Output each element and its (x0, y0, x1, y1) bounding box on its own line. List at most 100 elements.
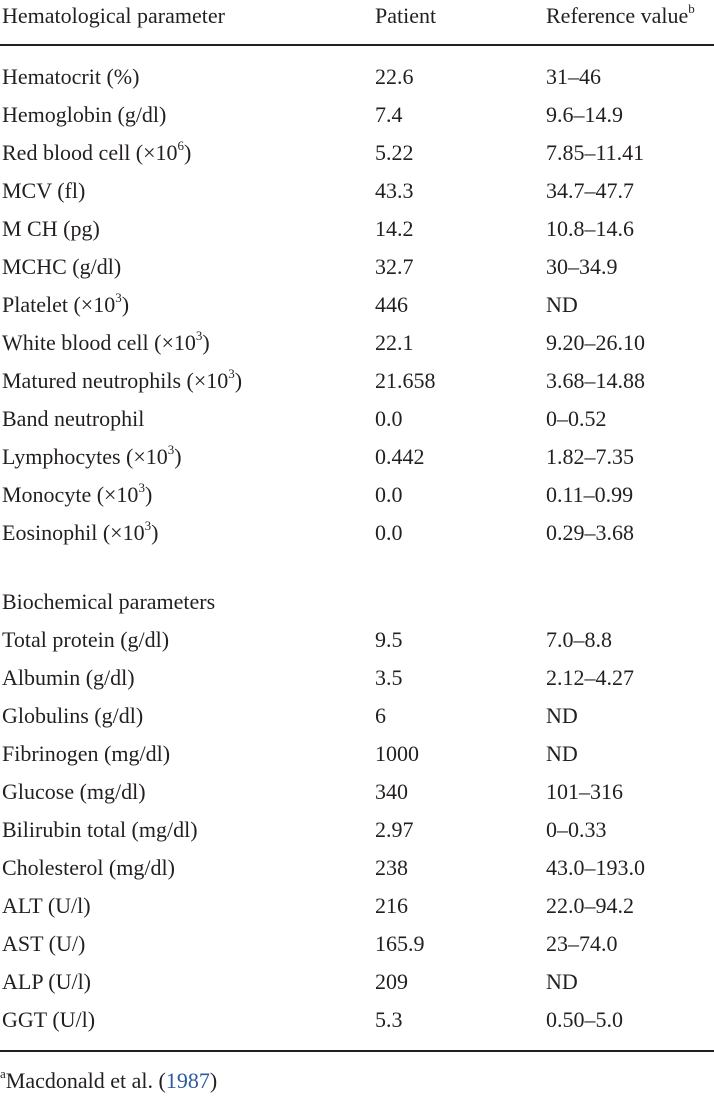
patient-value: 6 (375, 703, 386, 728)
patient-value: 209 (375, 969, 408, 994)
table-row: Lymphocytes (×103) 0.442 1.82–7.35 (0, 438, 714, 476)
reference-value: 0.29–3.68 (546, 520, 634, 545)
table-row: Matured neutrophils (×103) 21.658 3.68–14.… (0, 362, 714, 400)
parameter-name: Hemoglobin (g/dl) (2, 102, 167, 127)
parameter-name: Cholesterol (mg/dl) (2, 855, 175, 880)
header-patient: Patient (375, 3, 437, 28)
parameter-exponent: 3 (167, 441, 175, 457)
reference-value: 31–46 (546, 64, 601, 89)
patient-value: 5.22 (375, 140, 414, 165)
reference-value: 0.50–5.0 (546, 1007, 623, 1032)
patient-value: 22.1 (375, 330, 414, 355)
patient-value: 238 (375, 855, 408, 880)
parameter-exponent: 3 (115, 289, 122, 305)
parameter-name: Bilirubin total (mg/dl) (2, 817, 198, 842)
parameter-exponent: 3 (195, 327, 203, 343)
table-row: MCHC (g/dl) 32.7 30–34.9 (0, 248, 714, 286)
parameter-name: Hematocrit (%) (2, 64, 140, 89)
parameter-suffix: ) (174, 444, 182, 469)
table-row: Total protein (g/dl) 9.5 7.0–8.8 (0, 621, 714, 659)
parameter-name: Total protein (g/dl) (2, 627, 170, 652)
patient-value: 3.5 (375, 665, 403, 690)
patient-value: 0.0 (375, 482, 403, 507)
reference-value: 0.11–0.99 (546, 482, 634, 507)
parameter-name: GGT (U/l) (2, 1007, 96, 1032)
reference-value: ND (546, 292, 578, 317)
parameter-name: Lymphocytes (×10 (2, 444, 168, 469)
reference-value: 22.0–94.2 (546, 893, 634, 918)
parameter-suffix: ) (202, 330, 210, 355)
patient-value: 9.5 (375, 627, 403, 652)
parameter-suffix: ) (151, 520, 159, 545)
citation-link[interactable]: 1987 (165, 1068, 210, 1093)
table-row: Glucose (mg/dl) 340 101–316 (0, 773, 714, 811)
parameter-exponent: 3 (228, 365, 235, 381)
table-row: Monocyte (×103) 0.0 0.11–0.99 (0, 476, 714, 514)
reference-value: 7.0–8.8 (546, 627, 612, 652)
reference-value: 34.7–47.7 (546, 178, 634, 203)
table-row: Hematocrit (%) 22.6 31–46 (0, 58, 714, 96)
reference-value: 3.68–14.88 (546, 368, 645, 393)
parameter-exponent: 3 (144, 517, 152, 533)
table-row: ALT (U/l) 216 22.0–94.2 (0, 887, 714, 925)
patient-value: 22.6 (375, 64, 414, 89)
reference-value: 2.12–4.27 (546, 665, 634, 690)
patient-value: 216 (375, 893, 408, 918)
reference-value: 7.85–11.41 (546, 140, 645, 165)
table-row: GGT (U/l) 5.3 0.50–5.0 (0, 1001, 714, 1039)
parameter-suffix: ) (234, 368, 243, 393)
parameter-cell: Red blood cell (×106) (2, 134, 191, 172)
parameter-cell: Monocyte (×103) (2, 476, 152, 514)
table-row: Bilirubin total (mg/dl) 2.97 0–0.33 (0, 811, 714, 849)
reference-value: ND (546, 969, 578, 994)
parameter-exponent: 6 (177, 137, 185, 153)
parameter-cell: Matured neutrophils (×103) (2, 362, 242, 400)
reference-value: 30–34.9 (546, 254, 618, 279)
patient-value: 32.7 (375, 254, 414, 279)
parameter-name: Band neutrophil (2, 406, 145, 431)
parameter-name: Monocyte (×10 (2, 482, 139, 507)
parameter-name: Platelet (×10 (2, 292, 116, 317)
parameter-cell: Hematocrit (%) (2, 58, 139, 96)
patient-value: 0.0 (375, 520, 403, 545)
parameter-name: MCV (fl) (2, 178, 86, 203)
table-row: AST (U/) 165.9 23–74.0 (0, 925, 714, 963)
patient-value: 14.2 (375, 216, 414, 241)
reference-value: 101–316 (546, 779, 623, 804)
reference-value: ND (546, 741, 578, 766)
table-row: MCV (fl) 43.3 34.7–47.7 (0, 172, 714, 210)
parameter-cell: Platelet (×103) (2, 286, 129, 324)
reference-value: 0–0.33 (546, 817, 607, 842)
parameter-exponent: 3 (138, 479, 145, 495)
biochemical-heading-row: Biochemical parameters (0, 583, 714, 621)
bottom-rule (0, 1050, 714, 1052)
table-row: Band neutrophil 0.0 0–0.52 (0, 400, 714, 438)
parameter-name: Albumin (g/dl) (2, 665, 135, 690)
parameter-cell: MCHC (g/dl) (2, 248, 121, 286)
biochemical-heading: Biochemical parameters (2, 589, 216, 614)
reference-value: 23–74.0 (546, 931, 618, 956)
parameter-suffix: ) (144, 482, 153, 507)
parameter-suffix: ) (184, 140, 192, 165)
reference-value: 9.20–26.10 (546, 330, 645, 355)
table-row: Hemoglobin (g/dl) 7.4 9.6–14.9 (0, 96, 714, 134)
patient-value: 5.3 (375, 1007, 403, 1032)
parameter-name: MCHC (g/dl) (2, 254, 122, 279)
parameter-name: AST (U/) (2, 931, 86, 956)
parameter-name: White blood cell (×10 (2, 330, 196, 355)
table-row: Red blood cell (×106) 5.22 7.85–11.41 (0, 134, 714, 172)
patient-value: 0.442 (375, 444, 425, 469)
parameter-name: Eosinophil (×10 (2, 520, 145, 545)
reference-value: 9.6–14.9 (546, 102, 623, 127)
footnote-marker: a (0, 1065, 6, 1081)
parameter-suffix: ) (121, 292, 130, 317)
parameter-cell: Hemoglobin (g/dl) (2, 96, 166, 134)
parameter-cell: Eosinophil (×103) (2, 514, 158, 552)
table-row: Globulins (g/dl) 6 ND (0, 697, 714, 735)
parameter-cell: M CH (pg) (2, 210, 100, 248)
parameter-name: M CH (pg) (2, 216, 100, 241)
patient-value: 21.658 (375, 368, 436, 393)
patient-value: 165.9 (375, 931, 425, 956)
parameter-cell: Band neutrophil (2, 400, 144, 438)
